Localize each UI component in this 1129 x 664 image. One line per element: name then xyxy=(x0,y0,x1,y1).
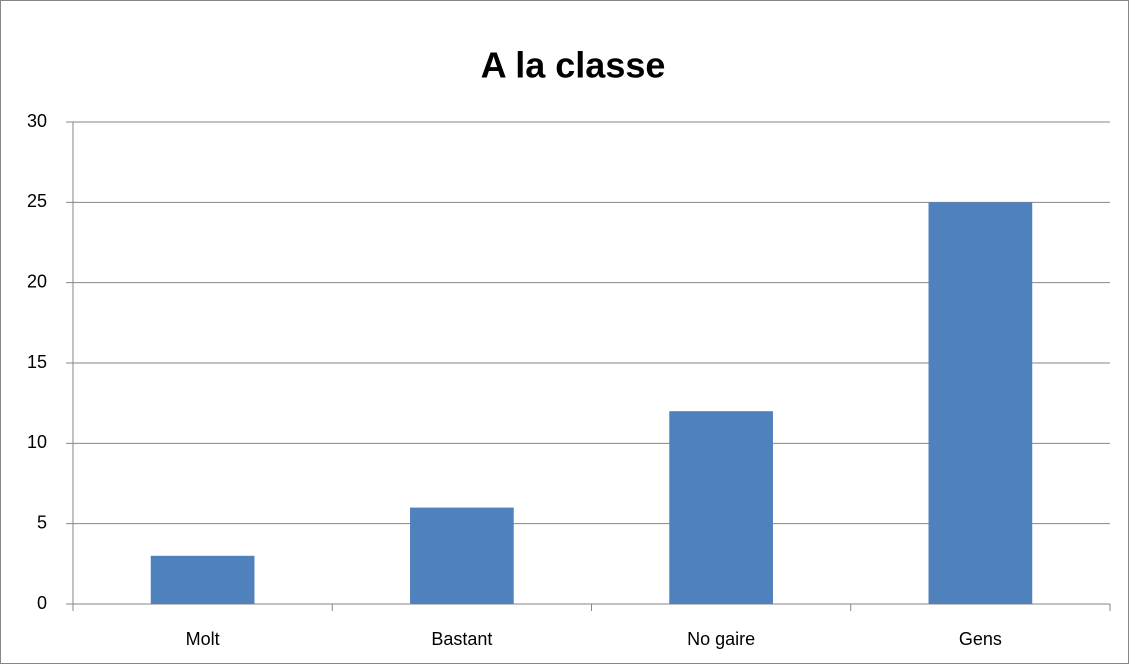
x-tick-label: No gaire xyxy=(687,629,755,649)
x-tick-label: Gens xyxy=(959,629,1002,649)
y-tick-label: 0 xyxy=(37,593,47,613)
x-tick-label: Molt xyxy=(186,629,220,649)
bar xyxy=(410,507,514,604)
y-tick-label: 10 xyxy=(27,432,47,452)
y-tick-label: 20 xyxy=(27,271,47,291)
chart-title: A la classe xyxy=(481,45,666,86)
y-tick-label: 5 xyxy=(37,512,47,532)
y-tick-label: 30 xyxy=(27,111,47,131)
bar xyxy=(150,555,255,604)
y-tick-label: 25 xyxy=(27,191,47,211)
bar xyxy=(669,411,773,604)
bar xyxy=(928,202,1033,605)
y-tick-label: 15 xyxy=(27,352,47,372)
x-tick-label: Bastant xyxy=(431,629,492,649)
